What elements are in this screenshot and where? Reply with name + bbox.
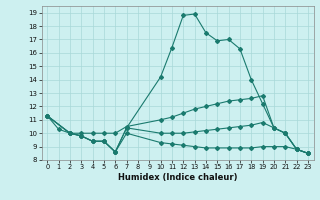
- X-axis label: Humidex (Indice chaleur): Humidex (Indice chaleur): [118, 173, 237, 182]
